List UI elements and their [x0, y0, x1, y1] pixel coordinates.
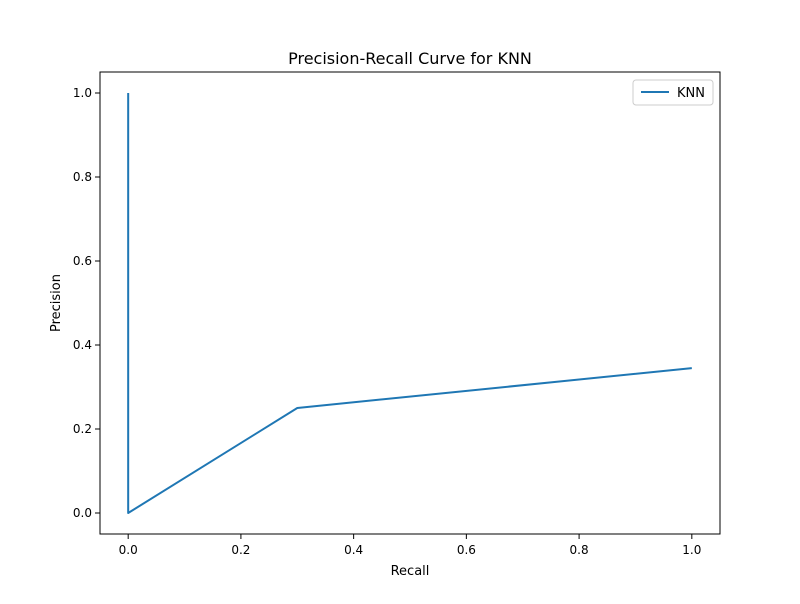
y-tick-label: 0.6 — [73, 254, 92, 268]
legend-box — [632, 79, 714, 106]
x-tick-label: 0.2 — [231, 543, 250, 557]
y-axis-label: Precision — [49, 274, 64, 332]
x-tick-label: 0.8 — [570, 543, 589, 557]
x-tick-label: 0.6 — [457, 543, 476, 557]
y-axis-ticks: 0.0 0.2 0.4 0.6 0.8 1.0 — [73, 86, 100, 520]
series-line-knn — [127, 93, 692, 514]
y-tick-label: 0.8 — [73, 170, 92, 184]
legend: KNN — [632, 79, 714, 106]
chart-title: Precision-Recall Curve for KNN — [288, 49, 532, 68]
y-tick-label: 0.0 — [73, 506, 92, 520]
x-axis-ticks: 0.0 0.2 0.4 0.6 0.8 1.0 — [119, 534, 701, 557]
x-tick-label: 1.0 — [682, 543, 701, 557]
legend-label-knn: KNN — [677, 86, 705, 101]
y-tick-label: 1.0 — [73, 86, 92, 100]
x-tick-label: 0.0 — [119, 543, 138, 557]
y-tick-label: 0.4 — [73, 338, 92, 352]
x-tick-label: 0.4 — [344, 543, 363, 557]
axes-frame — [99, 71, 721, 535]
plot-area — [127, 93, 692, 514]
x-axis-label: Recall — [391, 564, 430, 579]
y-tick-label: 0.2 — [73, 422, 92, 436]
